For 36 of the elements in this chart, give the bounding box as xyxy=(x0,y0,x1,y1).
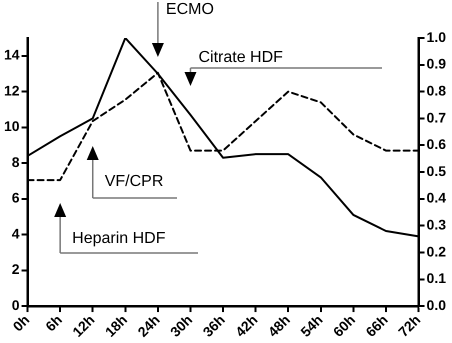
y2-tick-label: 0.0 xyxy=(426,296,446,313)
text: ECMO xyxy=(166,1,214,18)
y-tick-label: 12 xyxy=(4,82,20,98)
x-tick-label: 36h xyxy=(200,312,228,340)
y-tick-label: 14 xyxy=(4,46,20,63)
y-tick-label: 2 xyxy=(12,261,20,278)
x-tick-label: 54h xyxy=(297,312,326,340)
y2-tick-label: 0.2 xyxy=(426,243,446,260)
y2-tick-label: 0.9 xyxy=(426,56,446,72)
x-tick-label: 30h xyxy=(166,312,196,340)
y-tick-label: 4 xyxy=(12,225,20,242)
x-tick-label: 60h xyxy=(330,312,358,340)
y2-tick-label: 0.8 xyxy=(426,82,446,98)
annotation: VF/CPR xyxy=(104,173,164,190)
x-tick-label: 12h xyxy=(69,312,98,340)
y-tick-label: 6 xyxy=(12,190,20,206)
x-tick-label: 66h xyxy=(362,312,391,340)
y2-tick-label: 0.7 xyxy=(426,109,446,126)
y2-tick-label: 0.1 xyxy=(426,270,446,286)
x-tick-label: 18h xyxy=(102,312,130,340)
x-tick-label: 0h xyxy=(10,312,32,334)
y2-tick-label: 0.4 xyxy=(426,190,446,206)
y2-tick-label: 0.3 xyxy=(426,216,446,233)
y-tick-label: 10 xyxy=(4,118,20,134)
annotation: Heparin HDF xyxy=(72,230,166,247)
x-tick-label: 6h xyxy=(42,312,66,334)
y-tick-label: 0 xyxy=(12,296,20,313)
x-tick-label: 48h xyxy=(264,312,294,340)
x-tick-label: 24h xyxy=(134,312,163,340)
y2-tick-label: 0.5 xyxy=(426,162,446,179)
y-tick-label: 8 xyxy=(12,154,20,170)
y2-tick-label: 1.0 xyxy=(426,28,446,45)
annotation: Citrate HDF xyxy=(198,49,284,66)
y2-tick-label: 0.6 xyxy=(426,136,446,152)
x-tick-label: 72h xyxy=(395,312,424,340)
x-tick-label: 42h xyxy=(232,312,260,340)
